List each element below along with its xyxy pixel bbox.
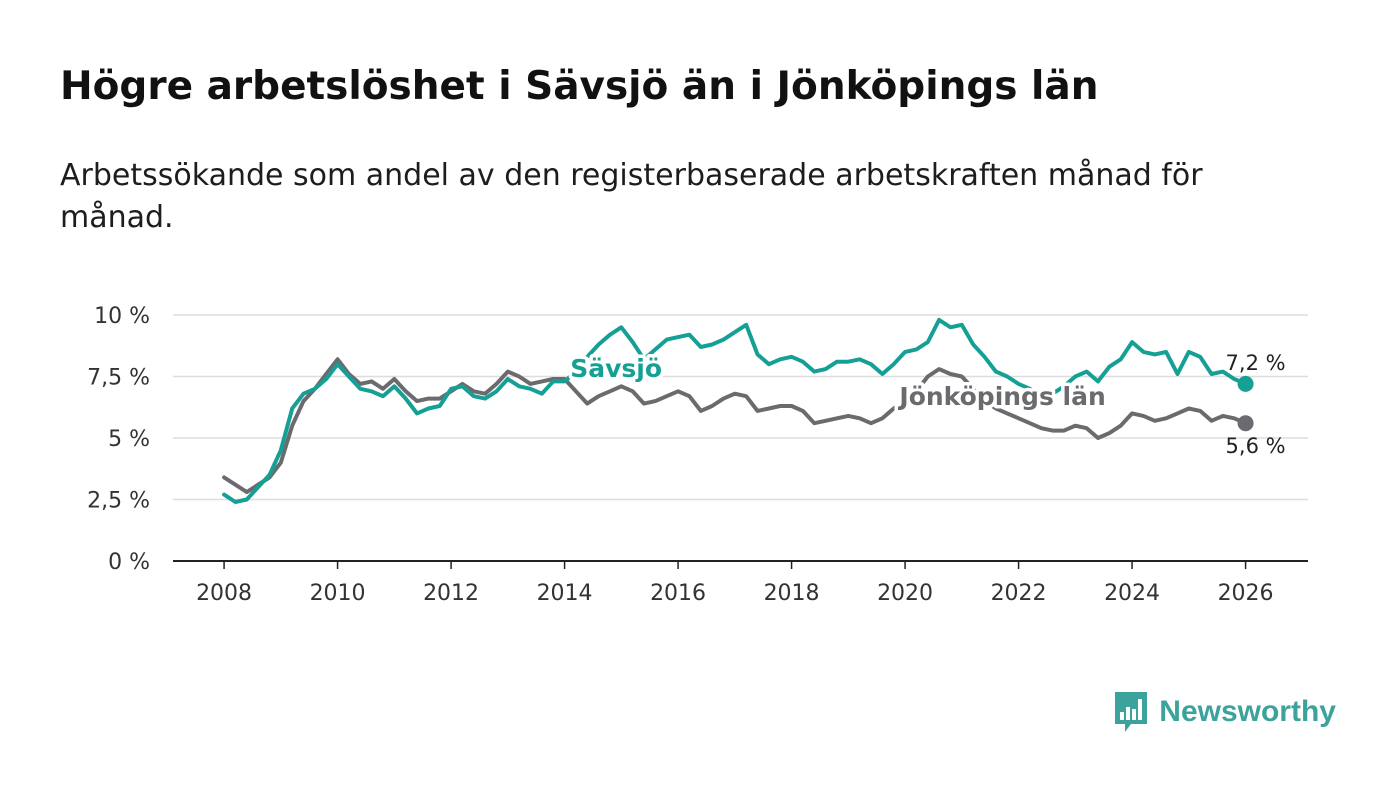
chart-title: Högre arbetslöshet i Sävsjö än i Jönköpi… xyxy=(60,64,1099,109)
x-tick-label: 2008 xyxy=(196,581,252,606)
series-labels: 5,6 % 7,2 % Sävsjö Jönköpings län xyxy=(567,350,1286,458)
x-tick-label: 2022 xyxy=(991,581,1047,606)
x-tick-label: 2026 xyxy=(1218,581,1274,606)
x-tick-label: 2012 xyxy=(423,581,479,606)
x-tick-label: 2014 xyxy=(537,581,593,606)
x-tick-label: 2016 xyxy=(650,581,706,606)
newsworthy-logo[interactable]: Newsworthy xyxy=(1113,690,1336,734)
axis-ticks: 0 % 2,5 % 5 % 7,5 % 10 % 2008 2010 2012 2014 2016… xyxy=(87,304,1273,606)
series-inline-label: Sävsjö xyxy=(570,354,662,383)
x-tick-label: 2024 xyxy=(1104,581,1160,606)
x-tick-label: 2018 xyxy=(764,581,820,606)
x-tick-label: 2020 xyxy=(877,581,933,606)
series-end-label: 5,6 % xyxy=(1226,434,1286,458)
y-tick-label: 5 % xyxy=(108,427,150,452)
series-end-dot xyxy=(1237,415,1254,432)
series-end-dot xyxy=(1237,375,1254,392)
y-tick-label: 2,5 % xyxy=(87,489,150,514)
y-tick-label: 7,5 % xyxy=(87,366,150,391)
series-end-label: 7,2 % xyxy=(1226,351,1286,375)
series-line-savsjo xyxy=(222,317,1248,504)
gridlines xyxy=(173,314,1308,562)
x-tick-label: 2010 xyxy=(310,581,366,606)
chart-subtitle: Arbetssökande som andel av den registerb… xyxy=(60,158,1203,235)
newsworthy-bar-chart-icon xyxy=(1115,692,1148,732)
logo-text: Newsworthy xyxy=(1159,695,1336,728)
series-lines xyxy=(222,317,1254,504)
series-line-jonkoping xyxy=(222,357,1248,495)
y-tick-label: 0 % xyxy=(108,550,150,575)
series-inline-label: Jönköpings län xyxy=(897,382,1105,411)
y-tick-label: 10 % xyxy=(94,304,150,329)
